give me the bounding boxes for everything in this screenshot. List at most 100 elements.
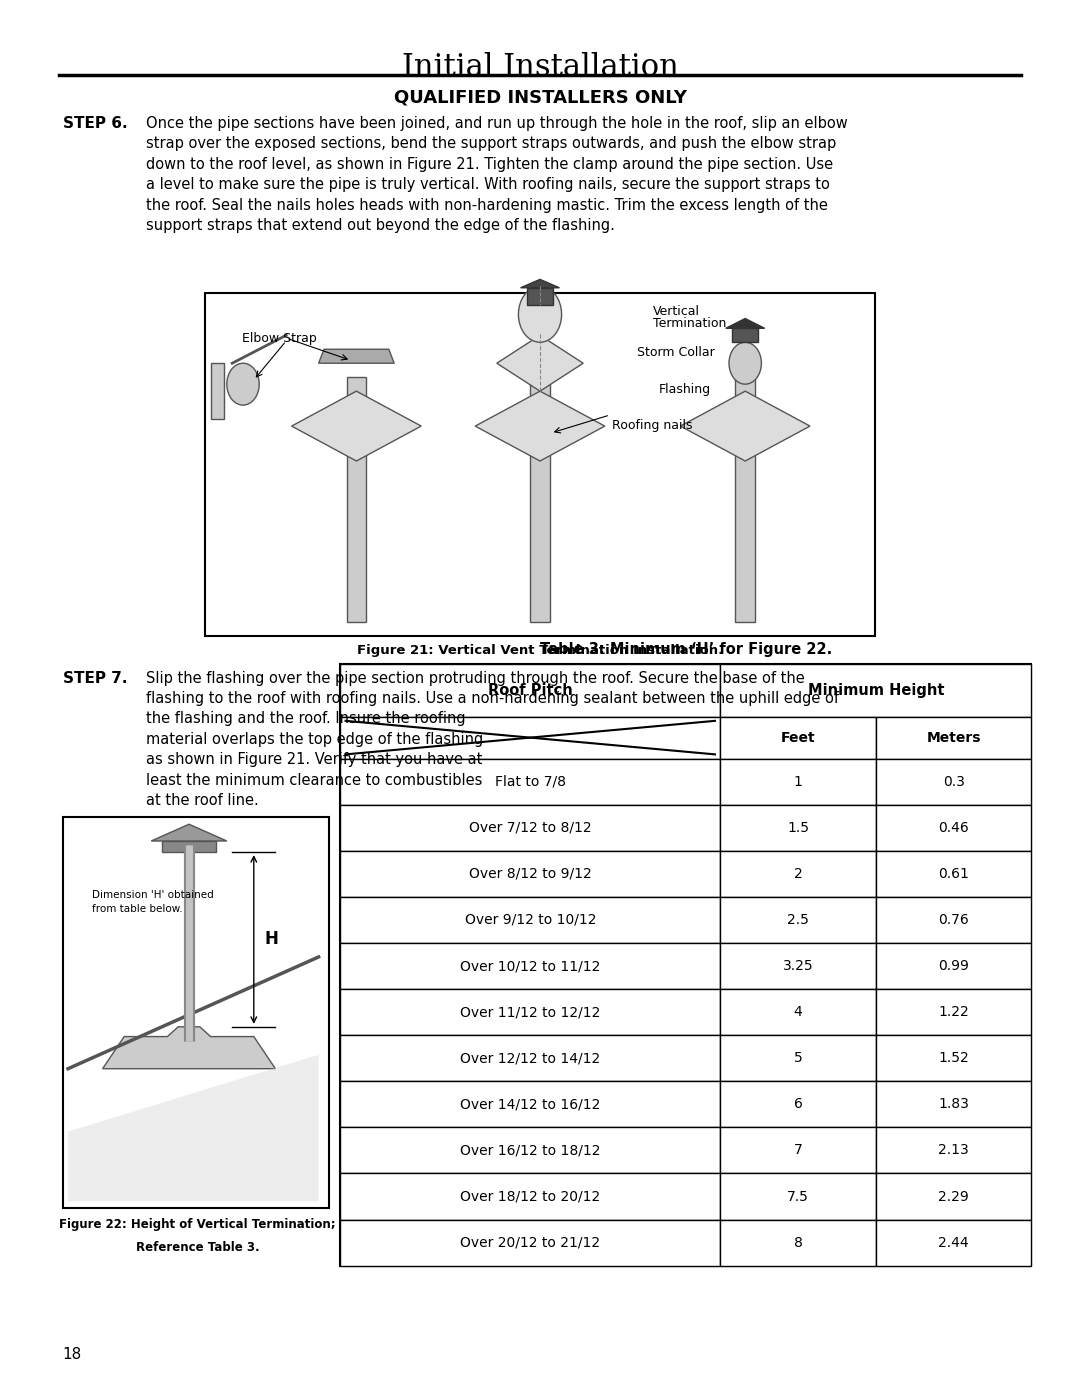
- Text: 2: 2: [794, 866, 802, 882]
- Bar: [720, 664, 1031, 717]
- Bar: [720, 943, 876, 989]
- Bar: [876, 897, 1031, 943]
- Text: 0.3: 0.3: [943, 774, 964, 789]
- Polygon shape: [68, 1055, 319, 1201]
- Text: 4: 4: [794, 1004, 802, 1020]
- Bar: [720, 805, 876, 851]
- Text: Flat to 7/8: Flat to 7/8: [495, 774, 566, 789]
- Text: 0.46: 0.46: [939, 820, 969, 835]
- Text: 3.25: 3.25: [783, 958, 813, 974]
- Text: 0.76: 0.76: [939, 912, 969, 928]
- Circle shape: [518, 286, 562, 342]
- Text: Figure 22: Height of Vertical Termination;: Figure 22: Height of Vertical Terminatio…: [59, 1218, 336, 1231]
- Text: Over 18/12 to 20/12: Over 18/12 to 20/12: [460, 1189, 600, 1204]
- Bar: [340, 1173, 720, 1220]
- Polygon shape: [521, 279, 559, 288]
- Bar: [340, 1127, 720, 1173]
- Text: Dimension 'H' obtained: Dimension 'H' obtained: [92, 890, 214, 900]
- Text: 18: 18: [63, 1347, 82, 1362]
- Polygon shape: [319, 349, 394, 363]
- Bar: [347, 377, 366, 622]
- Bar: [720, 897, 876, 943]
- Bar: [340, 805, 720, 851]
- Text: Table 3: Minimum ‘H’ for Figure 22.: Table 3: Minimum ‘H’ for Figure 22.: [540, 641, 832, 657]
- Bar: [340, 664, 1031, 1266]
- Text: Figure 21: Vertical Vent Termination Installation.: Figure 21: Vertical Vent Termination Ins…: [356, 644, 724, 657]
- Text: 1.83: 1.83: [939, 1097, 969, 1112]
- Bar: [340, 943, 720, 989]
- Text: Over 8/12 to 9/12: Over 8/12 to 9/12: [469, 866, 592, 882]
- Text: STEP 7.: STEP 7.: [63, 671, 127, 686]
- Text: 8: 8: [794, 1235, 802, 1250]
- Bar: [732, 328, 758, 342]
- Text: 2.29: 2.29: [939, 1189, 969, 1204]
- Bar: [876, 1127, 1031, 1173]
- Text: Over 10/12 to 11/12: Over 10/12 to 11/12: [460, 958, 600, 974]
- Bar: [340, 897, 720, 943]
- Bar: [340, 851, 720, 897]
- Text: Over 7/12 to 8/12: Over 7/12 to 8/12: [469, 820, 592, 835]
- Bar: [720, 717, 876, 759]
- Polygon shape: [292, 391, 421, 461]
- Text: 7.5: 7.5: [787, 1189, 809, 1204]
- Bar: [720, 1127, 876, 1173]
- Bar: [876, 943, 1031, 989]
- Bar: [720, 759, 876, 805]
- Text: 7: 7: [794, 1143, 802, 1158]
- Circle shape: [729, 342, 761, 384]
- Bar: [340, 1220, 720, 1266]
- Bar: [876, 1173, 1031, 1220]
- Bar: [876, 805, 1031, 851]
- Text: 1: 1: [794, 774, 802, 789]
- Text: Elbow Strap: Elbow Strap: [242, 332, 316, 345]
- Polygon shape: [103, 1027, 275, 1069]
- Bar: [876, 717, 1031, 759]
- Text: STEP 6.: STEP 6.: [63, 116, 127, 131]
- Polygon shape: [497, 335, 583, 391]
- Bar: [211, 363, 224, 419]
- Polygon shape: [726, 319, 765, 328]
- Text: Meters: Meters: [927, 731, 981, 745]
- Text: Storm Collar: Storm Collar: [637, 346, 715, 359]
- Text: 2.5: 2.5: [787, 912, 809, 928]
- Bar: [205, 293, 875, 636]
- Bar: [720, 1035, 876, 1081]
- Text: Over 11/12 to 12/12: Over 11/12 to 12/12: [460, 1004, 600, 1020]
- Text: Roof Pitch: Roof Pitch: [488, 683, 572, 697]
- Bar: [63, 817, 329, 1208]
- Bar: [876, 989, 1031, 1035]
- Bar: [527, 288, 553, 305]
- Bar: [340, 664, 720, 717]
- Text: Reference Table 3.: Reference Table 3.: [136, 1241, 259, 1253]
- Bar: [876, 851, 1031, 897]
- Text: Initial Installation: Initial Installation: [402, 52, 678, 82]
- Text: Feet: Feet: [781, 731, 815, 745]
- Bar: [876, 1081, 1031, 1127]
- Bar: [340, 989, 720, 1035]
- Text: H: H: [265, 930, 279, 949]
- Text: 6: 6: [794, 1097, 802, 1112]
- Text: 0.99: 0.99: [939, 958, 969, 974]
- Bar: [720, 851, 876, 897]
- Bar: [735, 377, 755, 622]
- Text: Termination: Termination: [653, 317, 727, 330]
- Bar: [720, 1081, 876, 1127]
- Text: Over 12/12 to 14/12: Over 12/12 to 14/12: [460, 1051, 600, 1066]
- Text: Once the pipe sections have been joined, and run up through the hole in the roof: Once the pipe sections have been joined,…: [146, 116, 848, 233]
- Text: 2.44: 2.44: [939, 1235, 969, 1250]
- Polygon shape: [475, 391, 605, 461]
- Bar: [340, 759, 720, 805]
- Text: Slip the flashing over the pipe section protruding through the roof. Secure the : Slip the flashing over the pipe section …: [146, 671, 839, 807]
- Bar: [720, 1220, 876, 1266]
- Bar: [876, 1035, 1031, 1081]
- Text: Flashing: Flashing: [659, 383, 711, 395]
- Bar: [720, 1173, 876, 1220]
- Text: 2.13: 2.13: [939, 1143, 969, 1158]
- Text: Minimum Height: Minimum Height: [808, 683, 944, 697]
- Text: 1.5: 1.5: [787, 820, 809, 835]
- Text: Roofing nails: Roofing nails: [612, 419, 693, 432]
- Text: 5: 5: [794, 1051, 802, 1066]
- Text: Over 16/12 to 18/12: Over 16/12 to 18/12: [460, 1143, 600, 1158]
- Text: from table below.: from table below.: [92, 904, 183, 914]
- Text: QUALIFIED INSTALLERS ONLY: QUALIFIED INSTALLERS ONLY: [393, 88, 687, 106]
